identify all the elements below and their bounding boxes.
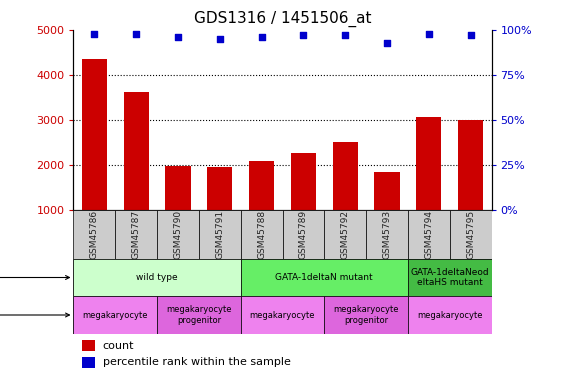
Bar	[333, 142, 358, 255]
Bar	[82, 59, 107, 255]
Bar	[199, 210, 241, 259]
Bar	[408, 296, 492, 334]
Bar	[416, 117, 441, 255]
Bar	[73, 210, 115, 259]
Bar	[241, 210, 282, 259]
Bar	[166, 166, 190, 255]
Point	[299, 32, 308, 38]
Bar	[73, 259, 241, 296]
Text: GSM45786: GSM45786	[90, 210, 99, 259]
Bar	[324, 210, 366, 259]
Text: percentile rank within the sample: percentile rank within the sample	[103, 357, 290, 368]
Bar	[282, 210, 324, 259]
Text: wild type: wild type	[136, 273, 178, 282]
Bar	[157, 210, 199, 259]
Text: GSM45794: GSM45794	[424, 210, 433, 259]
Bar	[408, 210, 450, 259]
Text: cell type: cell type	[0, 310, 69, 320]
Bar	[366, 210, 408, 259]
Text: genotype/variation: genotype/variation	[0, 273, 69, 282]
Text: megakaryocyte: megakaryocyte	[250, 310, 315, 320]
Title: GDS1316 / 1451506_at: GDS1316 / 1451506_at	[194, 11, 371, 27]
Text: GSM45790: GSM45790	[173, 210, 182, 259]
Bar	[450, 210, 492, 259]
Bar	[73, 296, 157, 334]
Text: count: count	[103, 340, 134, 351]
Text: megakaryocyte: megakaryocyte	[82, 310, 148, 320]
Text: GATA-1deltaN mutant: GATA-1deltaN mutant	[276, 273, 373, 282]
Text: GSM45792: GSM45792	[341, 210, 350, 259]
Bar	[324, 296, 408, 334]
Bar	[241, 259, 408, 296]
Point	[173, 34, 182, 40]
Point	[90, 31, 99, 37]
Text: megakaryocyte
progenitor: megakaryocyte progenitor	[166, 305, 232, 325]
Text: GATA-1deltaNeod
eltaHS mutant: GATA-1deltaNeod eltaHS mutant	[410, 268, 489, 287]
Text: GSM45787: GSM45787	[132, 210, 141, 259]
Bar	[249, 160, 274, 255]
Bar	[157, 296, 241, 334]
Text: GSM45788: GSM45788	[257, 210, 266, 259]
Bar	[241, 296, 324, 334]
Text: megakaryocyte
progenitor: megakaryocyte progenitor	[333, 305, 399, 325]
Bar	[115, 210, 157, 259]
Bar	[291, 153, 316, 255]
Point	[215, 36, 224, 42]
Bar	[124, 92, 149, 255]
Point	[341, 32, 350, 38]
Text: GSM45789: GSM45789	[299, 210, 308, 259]
Bar	[375, 172, 399, 255]
Text: megakaryocyte: megakaryocyte	[417, 310, 483, 320]
Point	[424, 31, 433, 37]
Bar	[458, 120, 483, 255]
Bar	[82, 340, 95, 351]
Text: GSM45791: GSM45791	[215, 210, 224, 259]
Point	[383, 40, 392, 46]
Bar	[82, 357, 95, 368]
Bar	[207, 167, 232, 255]
Text: GSM45795: GSM45795	[466, 210, 475, 259]
Point	[466, 32, 475, 38]
Point	[257, 34, 266, 40]
Point	[132, 31, 141, 37]
Bar	[408, 259, 492, 296]
Text: GSM45793: GSM45793	[383, 210, 392, 259]
